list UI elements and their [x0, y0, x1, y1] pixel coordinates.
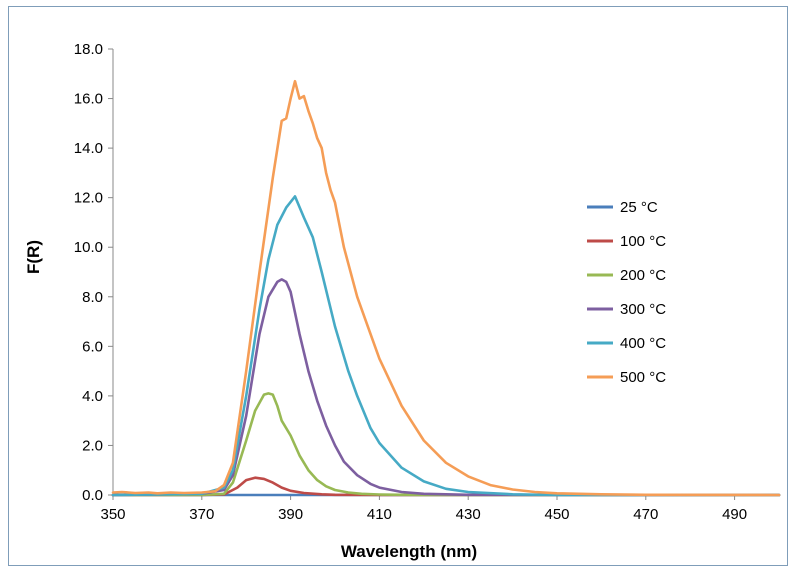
- series-group: [111, 79, 781, 497]
- y-tick-label: 16.0: [74, 91, 103, 108]
- series-line-5: [111, 79, 781, 497]
- x-tick-label: 350: [100, 506, 125, 523]
- y-tick-label: 0.0: [82, 487, 103, 504]
- legend-label-5: 500 °C: [620, 369, 666, 386]
- y-tick-label: 18.0: [74, 41, 103, 58]
- y-tick-label: 4.0: [82, 388, 103, 405]
- x-tick-label: 370: [189, 506, 214, 523]
- legend-label-0: 25 °C: [620, 199, 658, 216]
- x-tick-label: 410: [367, 506, 392, 523]
- legend-label-2: 200 °C: [620, 267, 666, 284]
- series-line-1: [111, 476, 781, 497]
- chart-frame: 0.0 2.0 4.0 6.0 8.0 10.0 12.0 14.0 16.0 18.0 350 3…: [8, 6, 788, 566]
- x-tick-label: 470: [633, 506, 658, 523]
- legend-label-4: 400 °C: [620, 335, 666, 352]
- series-line-4: [111, 195, 781, 497]
- y-tick-label: 8.0: [82, 289, 103, 306]
- x-tick-label: 450: [544, 506, 569, 523]
- y-tick-label: 14.0: [74, 140, 103, 157]
- y-axis-title: F(R): [24, 240, 43, 274]
- y-tick-label: 10.0: [74, 239, 103, 256]
- series-line-2: [111, 392, 781, 497]
- x-tick-label: 490: [722, 506, 747, 523]
- legend-label-1: 100 °C: [620, 233, 666, 250]
- x-axis-ticks: 350 370 390 410 430 450 470 490: [100, 495, 747, 523]
- x-tick-label: 430: [456, 506, 481, 523]
- series-line-3: [111, 278, 781, 497]
- chart: 0.02.04.06.08.010.012.014.016.018.0 350 3…: [24, 41, 781, 561]
- y-tick-label: 12.0: [74, 190, 103, 207]
- y-axis-ticks: 0.0 2.0 4.0 6.0 8.0 10.0 12.0 14.0 16.0 18.0: [74, 41, 113, 504]
- y-tick-label: 2.0: [82, 437, 103, 454]
- x-axis-title: Wavelength (nm): [341, 542, 477, 561]
- x-tick-label: 390: [278, 506, 303, 523]
- legend: 25 °C 100 °C 200 °C 300 °C 400 °C 500 °C: [587, 199, 666, 386]
- y-tick-label: 6.0: [82, 338, 103, 355]
- legend-label-3: 300 °C: [620, 301, 666, 318]
